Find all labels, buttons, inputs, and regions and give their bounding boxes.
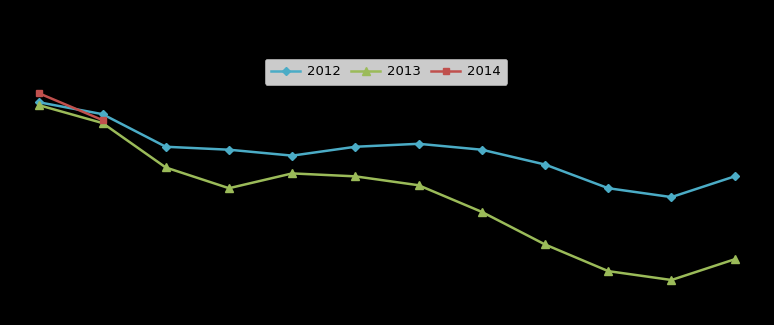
2014 <box>35 92 44 96</box>
2013 <box>35 103 44 107</box>
2013 <box>666 278 676 282</box>
Line: 2014: 2014 <box>36 90 106 124</box>
2012 <box>351 145 360 149</box>
2013 <box>604 269 613 273</box>
2012 <box>161 145 170 149</box>
2012 <box>604 186 613 190</box>
2013 <box>287 172 296 176</box>
2014 <box>98 118 107 122</box>
2012 <box>666 195 676 199</box>
2013 <box>730 257 739 261</box>
2013 <box>98 121 107 125</box>
Line: 2013: 2013 <box>35 101 739 284</box>
2012 <box>477 148 486 152</box>
2013 <box>224 186 234 190</box>
2012 <box>224 148 234 152</box>
2012 <box>35 100 44 104</box>
2013 <box>540 242 550 246</box>
2012 <box>540 162 550 166</box>
2012 <box>730 175 739 178</box>
2013 <box>477 210 486 214</box>
2013 <box>161 165 170 169</box>
Line: 2012: 2012 <box>36 99 738 200</box>
2012 <box>414 142 423 146</box>
2012 <box>287 154 296 158</box>
Legend: 2012, 2013, 2014: 2012, 2013, 2014 <box>265 58 507 85</box>
2013 <box>414 183 423 187</box>
2013 <box>351 175 360 178</box>
2012 <box>98 112 107 116</box>
